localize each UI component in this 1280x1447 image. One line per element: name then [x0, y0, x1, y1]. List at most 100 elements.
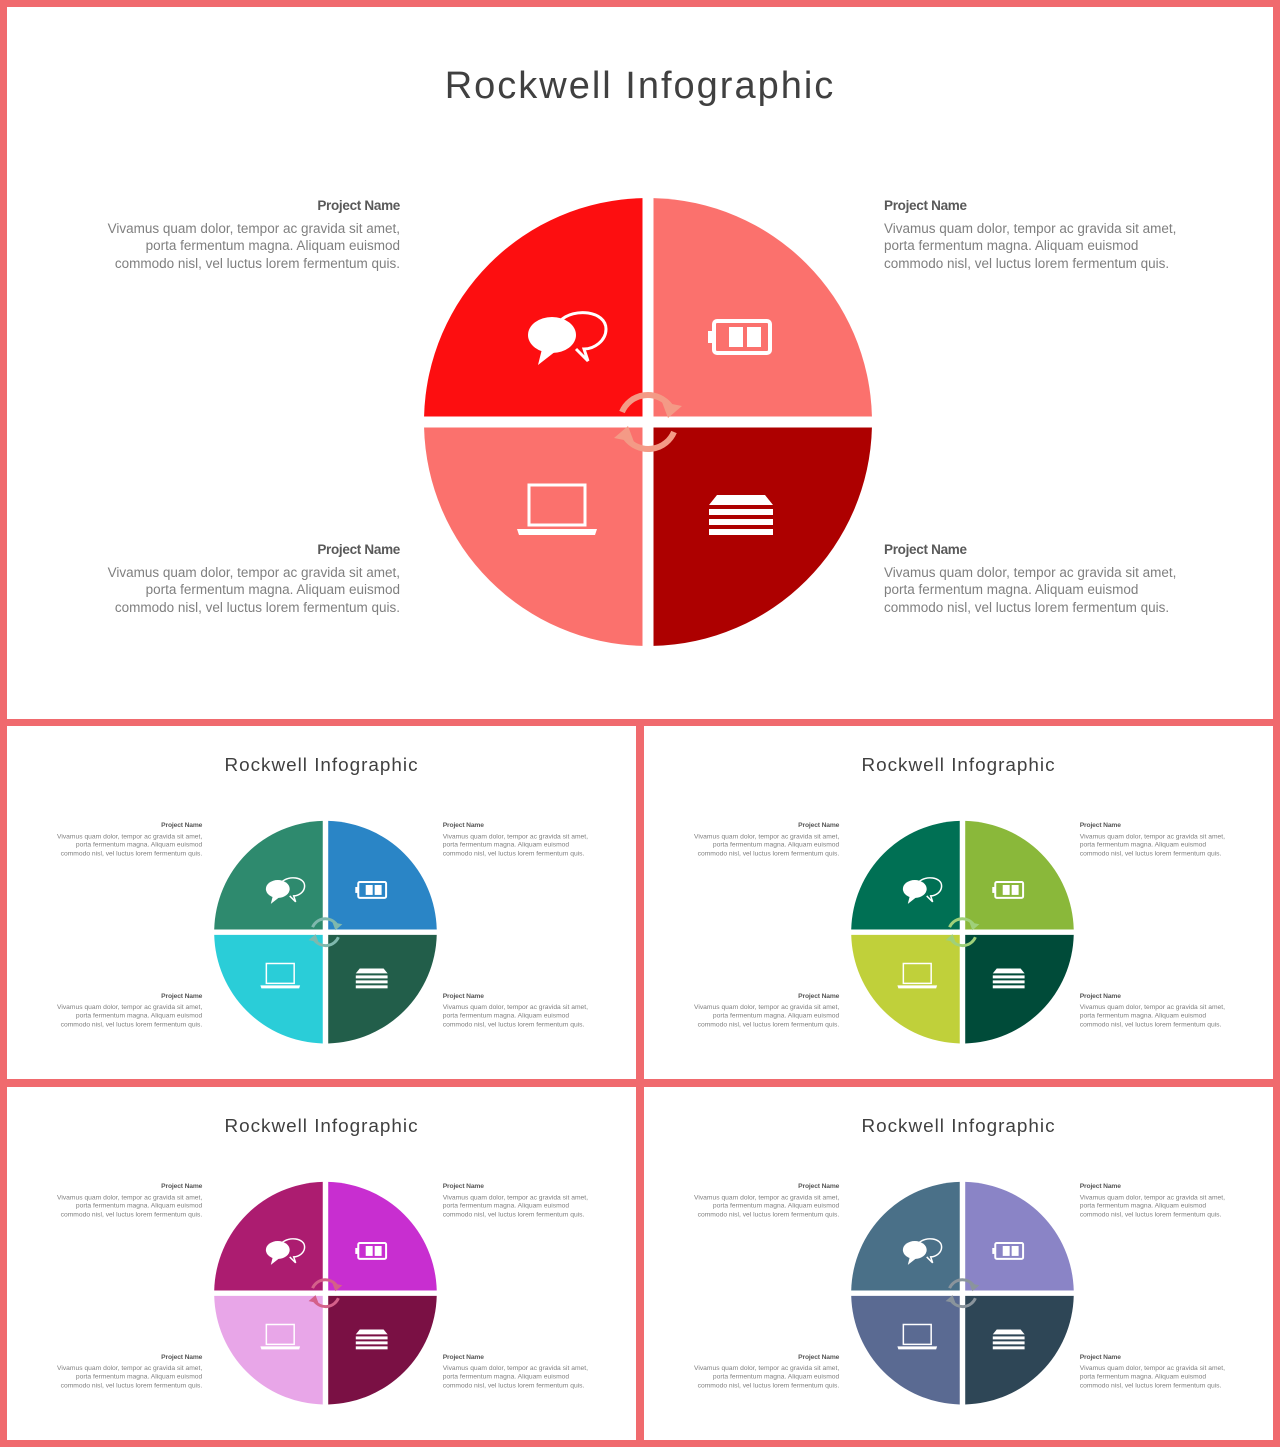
project-description: Vivamus quam dolor, tempor ac gravida si… [693, 1002, 840, 1028]
cycle-arrows-icon [308, 917, 343, 948]
slide-content: Rockwell Infographic Project Name Vivamu… [644, 726, 1273, 1079]
quadrant-top-right [328, 820, 437, 930]
project-name-label: Project Name [798, 820, 840, 829]
slide-content: Rockwell Infographic Project Name Vivamu… [7, 1087, 636, 1440]
quadrant-top-right [328, 1181, 437, 1291]
slide-title: Rockwell Infographic [861, 1115, 1056, 1137]
quadrant-diagram [214, 820, 437, 1044]
project-description: Vivamus quam dolor, tempor ac gravida si… [442, 832, 589, 857]
text-block-bottom-right: Project Name Vivamus quam dolor, tempor … [443, 1352, 592, 1389]
cycle-arrows-icon [945, 1278, 980, 1309]
text-block-top-left: Project Name Vivamus quam dolor, tempor … [690, 1181, 839, 1218]
quadrant-top-right [965, 1181, 1074, 1291]
quadrant-bottom-left [214, 934, 323, 1044]
battery-icon [992, 1242, 1025, 1260]
project-name-label: Project Name [1079, 820, 1121, 829]
quadrant-bottom-right [965, 1295, 1074, 1405]
layers-icon [355, 968, 388, 989]
text-block-bottom-left: Project Name Vivamus quam dolor, tempor … [100, 541, 401, 616]
project-description: Vivamus quam dolor, tempor ac gravida si… [107, 220, 400, 271]
cycle-arrows-icon [945, 917, 980, 948]
text-block-top-right: Project Name Vivamus quam dolor, tempor … [1080, 1181, 1229, 1218]
project-description: Vivamus quam dolor, tempor ac gravida si… [56, 832, 203, 857]
text-block-bottom-left: Project Name Vivamus quam dolor, tempor … [53, 1352, 202, 1389]
text-block-bottom-left: Project Name Vivamus quam dolor, tempor … [53, 991, 202, 1028]
slide-content: Rockwell Infographic Project Name Vivamu… [7, 7, 1273, 719]
project-name-label: Project Name [1079, 991, 1121, 1000]
project-description: Vivamus quam dolor, tempor ac gravida si… [1079, 1193, 1226, 1218]
quadrant-bottom-right [328, 1295, 437, 1405]
project-description: Vivamus quam dolor, tempor ac gravida si… [442, 1002, 589, 1028]
quadrant-top-left [214, 1181, 323, 1291]
laptop-icon [897, 962, 938, 989]
chat-bubbles-icon [265, 1238, 306, 1265]
chat-bubbles-icon [902, 877, 943, 904]
slide-5: Rockwell Infographic Project Name Vivamu… [644, 1087, 1273, 1440]
text-block-bottom-right: Project Name Vivamus quam dolor, tempor … [443, 991, 592, 1028]
project-name-label: Project Name [317, 542, 400, 557]
text-block-top-right: Project Name Vivamus quam dolor, tempor … [443, 1181, 592, 1218]
project-name-label: Project Name [161, 1181, 203, 1190]
slide-title: Rockwell Infographic [224, 754, 419, 776]
project-description: Vivamus quam dolor, tempor ac gravida si… [56, 1363, 203, 1389]
text-block-top-left: Project Name Vivamus quam dolor, tempor … [53, 820, 202, 857]
quadrant-bottom-right [965, 934, 1074, 1044]
slide-2: Rockwell Infographic Project Name Vivamu… [7, 726, 636, 1079]
text-block-bottom-right: Project Name Vivamus quam dolor, tempor … [1080, 1352, 1229, 1389]
quadrant-bottom-left [851, 1295, 960, 1405]
project-description: Vivamus quam dolor, tempor ac gravida si… [1079, 1363, 1226, 1389]
project-name-label: Project Name [884, 198, 967, 213]
quadrant-top-right [965, 820, 1074, 930]
quadrant-diagram [851, 1181, 1074, 1405]
layers-icon [992, 1329, 1025, 1350]
layers-icon [355, 1329, 388, 1350]
chat-bubbles-icon [265, 877, 306, 904]
project-description: Vivamus quam dolor, tempor ac gravida si… [1079, 1002, 1226, 1028]
slide-1: Rockwell Infographic Project Name Vivamu… [7, 7, 1273, 719]
project-name-label: Project Name [161, 991, 203, 1000]
battery-icon [708, 319, 772, 355]
text-block-top-right: Project Name Vivamus quam dolor, tempor … [1080, 820, 1229, 857]
text-block-bottom-right: Project Name Vivamus quam dolor, tempor … [884, 541, 1184, 616]
project-name-label: Project Name [317, 198, 400, 213]
project-description: Vivamus quam dolor, tempor ac gravida si… [693, 832, 840, 857]
quadrant-bottom-left [851, 934, 960, 1044]
project-name-label: Project Name [442, 1181, 484, 1190]
quadrant-top-left [214, 820, 323, 930]
project-description: Vivamus quam dolor, tempor ac gravida si… [693, 1363, 840, 1389]
text-block-top-left: Project Name Vivamus quam dolor, tempor … [53, 1181, 202, 1218]
project-name-label: Project Name [442, 991, 484, 1000]
slide-title: Rockwell Infographic [224, 1115, 419, 1137]
laptop-icon [260, 962, 301, 989]
project-name-label: Project Name [161, 820, 203, 829]
project-name-label: Project Name [798, 991, 840, 1000]
slide-4: Rockwell Infographic Project Name Vivamu… [7, 1087, 636, 1440]
quadrant-bottom-right [653, 427, 872, 646]
slide-content: Rockwell Infographic Project Name Vivamu… [7, 726, 636, 1079]
project-name-label: Project Name [1079, 1181, 1121, 1190]
slide-3: Rockwell Infographic Project Name Vivamu… [644, 726, 1273, 1079]
text-block-bottom-right: Project Name Vivamus quam dolor, tempor … [1080, 991, 1229, 1028]
project-description: Vivamus quam dolor, tempor ac gravida si… [442, 1193, 589, 1218]
chat-bubbles-icon [528, 311, 608, 365]
battery-icon [992, 881, 1025, 899]
layers-icon [709, 495, 773, 535]
quadrant-bottom-left [214, 1295, 323, 1405]
battery-icon [355, 1242, 388, 1260]
project-name-label: Project Name [798, 1181, 840, 1190]
project-description: Vivamus quam dolor, tempor ac gravida si… [107, 564, 400, 615]
laptop-icon [517, 483, 597, 535]
quadrant-diagram [424, 198, 872, 646]
quadrant-top-left [424, 198, 643, 417]
slide-title: Rockwell Infographic [861, 754, 1056, 776]
project-name-label: Project Name [442, 820, 484, 829]
cycle-arrows-icon [308, 1278, 343, 1309]
slide-title: Rockwell Infographic [444, 65, 836, 107]
project-description: Vivamus quam dolor, tempor ac gravida si… [884, 220, 1177, 271]
text-block-bottom-left: Project Name Vivamus quam dolor, tempor … [690, 991, 839, 1028]
project-name-label: Project Name [1079, 1352, 1121, 1361]
project-description: Vivamus quam dolor, tempor ac gravida si… [56, 1002, 203, 1028]
project-description: Vivamus quam dolor, tempor ac gravida si… [56, 1193, 203, 1218]
laptop-icon [897, 1323, 938, 1350]
quadrant-bottom-right [328, 934, 437, 1044]
